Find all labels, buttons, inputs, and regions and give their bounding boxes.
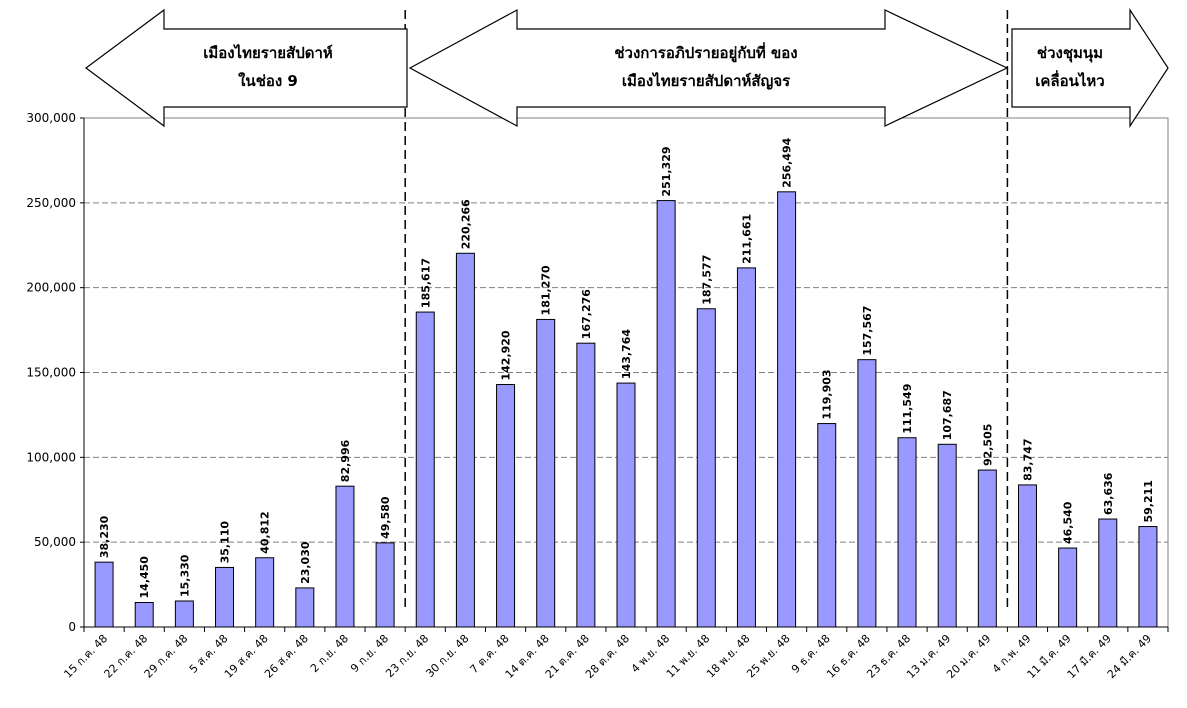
y-tick-labels: 0 50,000 100,000 150,000 200,000 250,000 300,0… <box>26 111 76 634</box>
data-label: 111,549 <box>901 384 914 434</box>
data-label: 220,266 <box>459 199 472 249</box>
data-label: 181,270 <box>540 265 553 315</box>
bar <box>1098 518 1118 628</box>
annotation-period-2-line-2: เมืองไทยรายสัปดาห์สัญจร <box>622 71 791 90</box>
bar <box>696 308 716 628</box>
data-label: 143,764 <box>620 329 633 379</box>
double-arrow-period-2 <box>408 8 1009 128</box>
data-label: 14,450 <box>138 556 151 599</box>
bar <box>777 191 797 628</box>
data-label: 157,567 <box>861 306 874 356</box>
x-tick-label: 25 พ.ย. 48 <box>744 632 793 681</box>
x-tick-label: 30 ก.ย. 48 <box>423 632 471 680</box>
data-label: 40,812 <box>259 511 272 553</box>
bar <box>174 600 194 628</box>
bar <box>375 542 395 628</box>
data-label: 107,687 <box>941 390 954 440</box>
bar <box>455 252 475 628</box>
annotation-period-1-line-1: เมืองไทยรายสัปดาห์ <box>203 43 333 62</box>
x-tick-label: 28 ต.ค. 48 <box>583 632 632 681</box>
x-tick-label: 24 มี.ค. 49 <box>1105 632 1154 681</box>
annotation-period-2: ช่วงการอภิปรายอยู่กับที่ ของ เมืองไทยราย… <box>408 8 1009 128</box>
x-tick-label: 29 ก.ค. 48 <box>142 632 191 681</box>
data-label: 15,330 <box>178 554 191 597</box>
data-label: 59,211 <box>1142 480 1155 522</box>
data-label: 92,505 <box>981 424 994 466</box>
data-label: 49,580 <box>379 496 392 539</box>
double-arrow-period-1 <box>84 8 408 128</box>
data-label: 46,540 <box>1062 501 1075 544</box>
data-label: 251,329 <box>660 146 673 196</box>
data-label: 119,903 <box>821 369 834 419</box>
bar <box>736 267 756 628</box>
data-label: 187,577 <box>700 255 713 305</box>
annotation-period-3-line-1: ช่วงชุมนุม <box>1037 44 1103 63</box>
y-tick-label: 100,000 <box>26 450 76 464</box>
data-label: 83,747 <box>1021 438 1034 480</box>
annotation-period-1-line-2: ในช่อง 9 <box>238 72 298 90</box>
bar <box>134 601 154 628</box>
y-tick-label: 50,000 <box>34 535 76 549</box>
data-label: 82,996 <box>339 439 352 482</box>
data-label: 35,110 <box>219 521 232 564</box>
annotation-period-2-line-1: ช่วงการอภิปรายอยู่กับที่ ของ <box>614 42 797 63</box>
data-label: 185,617 <box>419 258 432 308</box>
bar <box>536 318 556 628</box>
x-tick-label: 2 ก.ย. 48 <box>308 632 351 675</box>
data-label: 63,636 <box>1102 472 1115 515</box>
bar <box>616 382 636 628</box>
x-tick-label: 20 ม.ค. 49 <box>944 632 993 681</box>
bar-series <box>94 191 1158 628</box>
y-tick-label: 0 <box>68 620 76 634</box>
bar <box>817 423 837 628</box>
y-tick-label: 150,000 <box>26 366 76 380</box>
y-tick-label: 250,000 <box>26 196 76 210</box>
y-tick-label: 300,000 <box>26 111 76 125</box>
data-label: 256,494 <box>781 137 794 187</box>
data-label: 211,661 <box>740 214 753 264</box>
bar <box>937 443 957 628</box>
bar <box>857 359 877 628</box>
bar <box>1058 547 1078 628</box>
annotation-period-3: ช่วงชุมนุม เคลื่อนไหว <box>1011 7 1169 129</box>
bar <box>94 561 114 628</box>
y-tick-label: 200,000 <box>26 281 76 295</box>
data-labels: 38,230 14,450 15,330 35,110 40,812 23,030 82,9… <box>98 137 1155 598</box>
bar <box>656 200 676 628</box>
period-dividers <box>404 10 1009 612</box>
bar <box>295 587 315 628</box>
bar <box>977 469 997 628</box>
annotation-period-1: เมืองไทยรายสัปดาห์ ในช่อง 9 <box>84 8 408 128</box>
data-label: 23,030 <box>299 541 312 584</box>
data-label: 142,920 <box>500 330 513 380</box>
bar <box>255 557 275 628</box>
bar <box>1017 484 1037 628</box>
data-label: 38,230 <box>98 515 111 558</box>
bar <box>496 384 516 628</box>
bar <box>215 566 235 628</box>
bar <box>1138 526 1158 628</box>
data-label: 167,276 <box>580 289 593 339</box>
bar <box>335 485 355 628</box>
x-tick-label: 26 ส.ค. 48 <box>262 632 311 681</box>
bar <box>897 437 917 628</box>
bar <box>415 311 435 628</box>
bar <box>576 342 596 628</box>
right-arrow-period-3 <box>1011 7 1169 129</box>
annotation-period-3-line-2: เคลื่อนไหว <box>1035 70 1104 90</box>
